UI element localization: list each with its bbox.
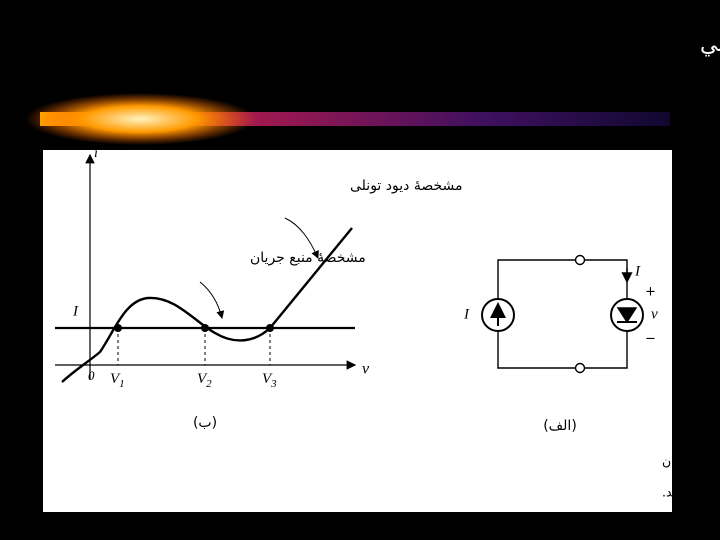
leader	[199, 281, 225, 319]
wires	[497, 259, 628, 369]
point-main: V	[110, 371, 121, 387]
source-label: I	[463, 306, 470, 322]
x-axis-label: v	[362, 361, 370, 378]
drop-lines	[117, 328, 271, 365]
circuit	[481, 254, 644, 374]
diode-curve	[61, 227, 353, 383]
point-label: V1	[110, 371, 125, 389]
point-label: V3	[262, 371, 277, 389]
point-sub: 3	[270, 378, 277, 390]
diode-triangle	[616, 307, 638, 324]
point-main: V	[262, 371, 273, 387]
caption-line: شکل ۱-۳ اهمیت لزوم اینکه شبکهٔ تغییریافت…	[662, 454, 720, 470]
point-label: V2	[197, 371, 212, 389]
terminal	[574, 254, 586, 266]
intersection	[114, 324, 122, 332]
source-annotation: مشخصهٔ منبع جریان	[250, 250, 366, 266]
current-source	[481, 298, 515, 332]
caption-line: داده می‌شود؛ در مدار شکل (الف) v دارای س…	[662, 485, 720, 501]
slide-title: قضيه جانشيني	[700, 32, 720, 57]
intersection	[201, 324, 209, 332]
current-label: I	[72, 303, 79, 319]
graph	[55, 153, 357, 383]
point-main: V	[197, 371, 208, 387]
diode-circle	[610, 298, 644, 332]
circuit-current-label: I	[634, 263, 641, 279]
point-sub: 1	[119, 378, 125, 390]
leader	[284, 217, 319, 259]
intersection	[266, 324, 274, 332]
origin-label: 0	[88, 368, 95, 383]
diode-annotation: مشخصهٔ دیود تونلی	[350, 178, 463, 194]
plus-label: +	[645, 285, 656, 300]
minus-label: −	[645, 332, 656, 347]
figure-panel	[43, 150, 672, 512]
y-axis-label: i	[94, 146, 98, 161]
panel-label: (الف)	[543, 418, 577, 434]
banner-glow	[25, 93, 255, 145]
voltage-label: v	[651, 306, 658, 322]
panel-label: (ب)	[193, 415, 217, 431]
point-sub: 2	[206, 378, 212, 390]
terminal	[574, 362, 586, 374]
